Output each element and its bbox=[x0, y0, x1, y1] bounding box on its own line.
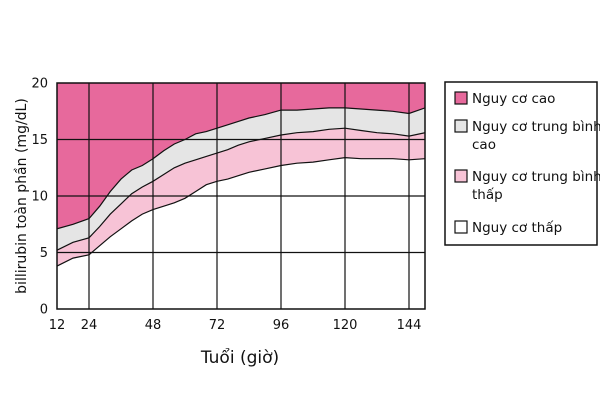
legend-swatch-1 bbox=[454, 91, 468, 105]
legend: Nguy cơ cao Nguy cơ trung bình cao Nguy cơ … bbox=[444, 81, 600, 246]
gridlines bbox=[57, 83, 425, 309]
legend-swatch-3 bbox=[454, 169, 468, 183]
x-tick-labels: 12 24 48 72 96 120 144 bbox=[49, 318, 422, 333]
y-tick-label: 20 bbox=[31, 77, 48, 92]
x-tick-label: 96 bbox=[273, 318, 290, 333]
x-tick-label: 72 bbox=[209, 318, 226, 333]
legend-label-1: Nguy cơ cao bbox=[472, 91, 555, 107]
y-tick-label: 10 bbox=[31, 190, 48, 205]
y-tick-label: 5 bbox=[40, 246, 48, 261]
x-tick-label: 24 bbox=[81, 318, 98, 333]
x-tick-label: 144 bbox=[397, 318, 422, 333]
legend-label-3: Nguy cơ trung bình thấp bbox=[472, 169, 600, 203]
y-tick-label: 15 bbox=[31, 133, 48, 148]
x-axis-label: Tuổi (giờ) bbox=[200, 347, 279, 368]
x-tick-label: 48 bbox=[145, 318, 162, 333]
legend-label-2: Nguy cơ trung bình cao bbox=[472, 119, 600, 153]
legend-box bbox=[444, 81, 598, 246]
legend-label-4: Nguy cơ thấp bbox=[472, 220, 562, 236]
y-tick-labels: 0 5 10 15 20 bbox=[31, 77, 48, 318]
plot-frame bbox=[56, 82, 426, 310]
x-tick-label: 12 bbox=[49, 318, 66, 333]
legend-swatch-4 bbox=[454, 220, 468, 234]
x-tick-label: 120 bbox=[333, 318, 358, 333]
legend-swatch-2 bbox=[454, 119, 468, 133]
y-tick-label: 0 bbox=[40, 303, 48, 318]
y-axis-label: billirubin toàn phần (mg/dL) bbox=[14, 98, 30, 294]
